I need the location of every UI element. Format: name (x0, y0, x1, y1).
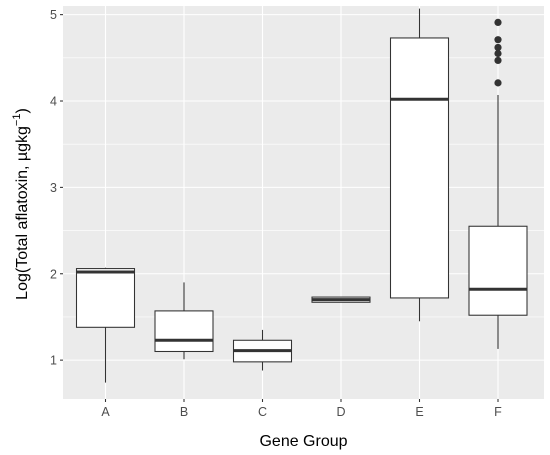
box-iqr-rect (468, 225, 528, 316)
panel-background (63, 6, 544, 399)
box-outlier-point (494, 49, 502, 58)
y-axis: 1 2 3 4 5 (50, 8, 63, 368)
y-axis-title: Log(Total aflatoxin, µgkg−1) (11, 108, 31, 300)
x-axis-title: Gene Group (259, 433, 347, 450)
y-tick-label: 5 (50, 8, 57, 22)
x-axis: A B C D E F (101, 399, 502, 419)
y-axis-title-main: Log(Total aflatoxin, µgkg (14, 126, 31, 300)
box-group-f (468, 18, 528, 349)
box-outlier-point (494, 18, 502, 27)
box-group-c (232, 329, 293, 371)
box-group-e (389, 8, 450, 322)
x-tick-label: A (101, 405, 110, 419)
x-tick-label: B (180, 405, 188, 419)
y-tick-label: 1 (50, 354, 57, 368)
x-tick-label: F (494, 405, 502, 419)
y-tick-label: 4 (50, 95, 57, 109)
y-axis-title-close: ) (14, 108, 31, 113)
box-outlier-point (494, 36, 502, 44)
box-outlier-point (494, 56, 502, 65)
y-tick-label: 2 (50, 267, 57, 281)
box-group-d (311, 296, 371, 303)
box-group-a (75, 267, 136, 383)
y-tick-label: 3 (50, 181, 57, 195)
x-tick-label: C (258, 405, 267, 419)
boxes-layer (75, 8, 528, 383)
box-group-b (154, 282, 214, 360)
y-axis-title-superscript: −1 (11, 114, 23, 127)
box-outlier-point (494, 79, 502, 87)
box-iqr-rect (154, 310, 214, 353)
x-tick-label: D (336, 405, 345, 419)
box-outlier-point (494, 43, 502, 52)
box-iqr-rect (389, 37, 450, 299)
x-tick-label: E (415, 405, 423, 419)
box-iqr-rect (75, 268, 136, 328)
